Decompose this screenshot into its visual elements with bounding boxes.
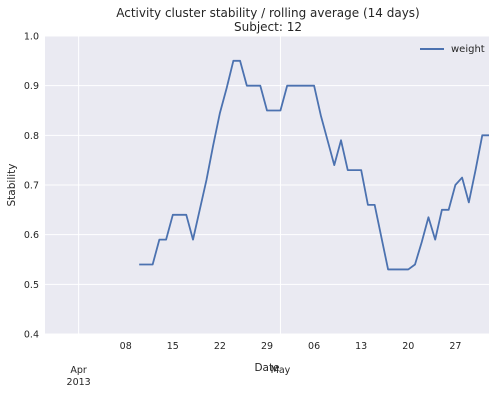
chart-subtitle: Subject: 12 [234, 20, 302, 34]
x-minor-tick-label: 27 [449, 341, 461, 352]
x-minor-tick-label: 29 [261, 341, 273, 352]
x-minor-tick-label: 22 [214, 341, 226, 352]
legend: weight [412, 40, 485, 60]
x-axis-label: Date [254, 362, 279, 374]
y-tick-label: 0.6 [24, 230, 39, 241]
x-minor-tick-label: 13 [355, 341, 367, 352]
legend-label: weight [451, 44, 485, 55]
x-major-tick-label: Apr 2013 [67, 365, 91, 388]
y-tick-labels: 0.4 0.5 0.6 0.7 0.8 0.9 1.0 [24, 32, 39, 341]
x-minor-tick-label: 08 [120, 341, 132, 352]
chart-title: Activity cluster stability / rolling ave… [116, 6, 420, 20]
y-tick-label: 0.5 [24, 280, 39, 291]
y-tick-label: 0.4 [24, 330, 39, 341]
x-minor-tick-label: 20 [402, 341, 414, 352]
x-major-tick-line: Apr [70, 365, 87, 376]
x-major-tick-line: 2013 [67, 377, 91, 388]
y-tick-label: 0.9 [24, 81, 39, 92]
y-tick-label: 0.8 [24, 131, 39, 142]
y-tick-label: 0.7 [24, 181, 39, 192]
y-tick-label: 1.0 [24, 32, 39, 43]
x-minor-tick-label: 06 [308, 341, 320, 352]
y-axis-label: Stability [6, 164, 18, 207]
x-minor-tick-label: 15 [167, 341, 179, 352]
